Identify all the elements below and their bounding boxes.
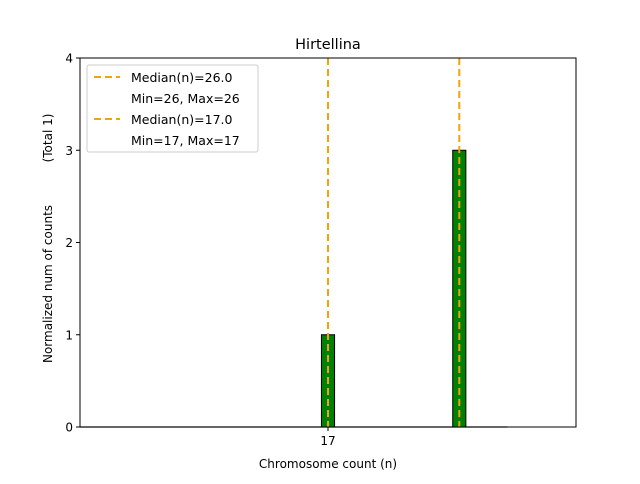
y-axis-label-total: (Total 1) bbox=[41, 114, 55, 163]
y-axis-label: Normalized num of counts bbox=[41, 205, 55, 363]
y-tick-label: 4 bbox=[65, 52, 73, 66]
legend-sublabel: Min=26, Max=26 bbox=[131, 91, 240, 106]
x-axis-label: Chromosome count (n) bbox=[259, 457, 397, 471]
legend: Median(n)=26.0 Min=26, Max=26 Median(n)=17… bbox=[86, 64, 259, 153]
x-tick-label: 17 bbox=[320, 434, 335, 448]
y-tick-label: 3 bbox=[65, 144, 73, 158]
y-tick-label: 0 bbox=[65, 421, 73, 435]
y-tick-label: 1 bbox=[65, 328, 73, 342]
legend-label: Median(n)=17.0 bbox=[131, 112, 232, 127]
y-axis: 0 1 2 3 4 bbox=[65, 52, 80, 435]
y-tick-label: 2 bbox=[65, 236, 73, 250]
legend-sublabel: Min=17, Max=17 bbox=[131, 133, 240, 148]
legend-box bbox=[86, 64, 259, 153]
legend-label: Median(n)=26.0 bbox=[131, 70, 232, 85]
plot-area bbox=[80, 58, 508, 428]
chart-title: Hirtellina bbox=[295, 37, 361, 53]
x-axis: 17 bbox=[320, 427, 336, 448]
